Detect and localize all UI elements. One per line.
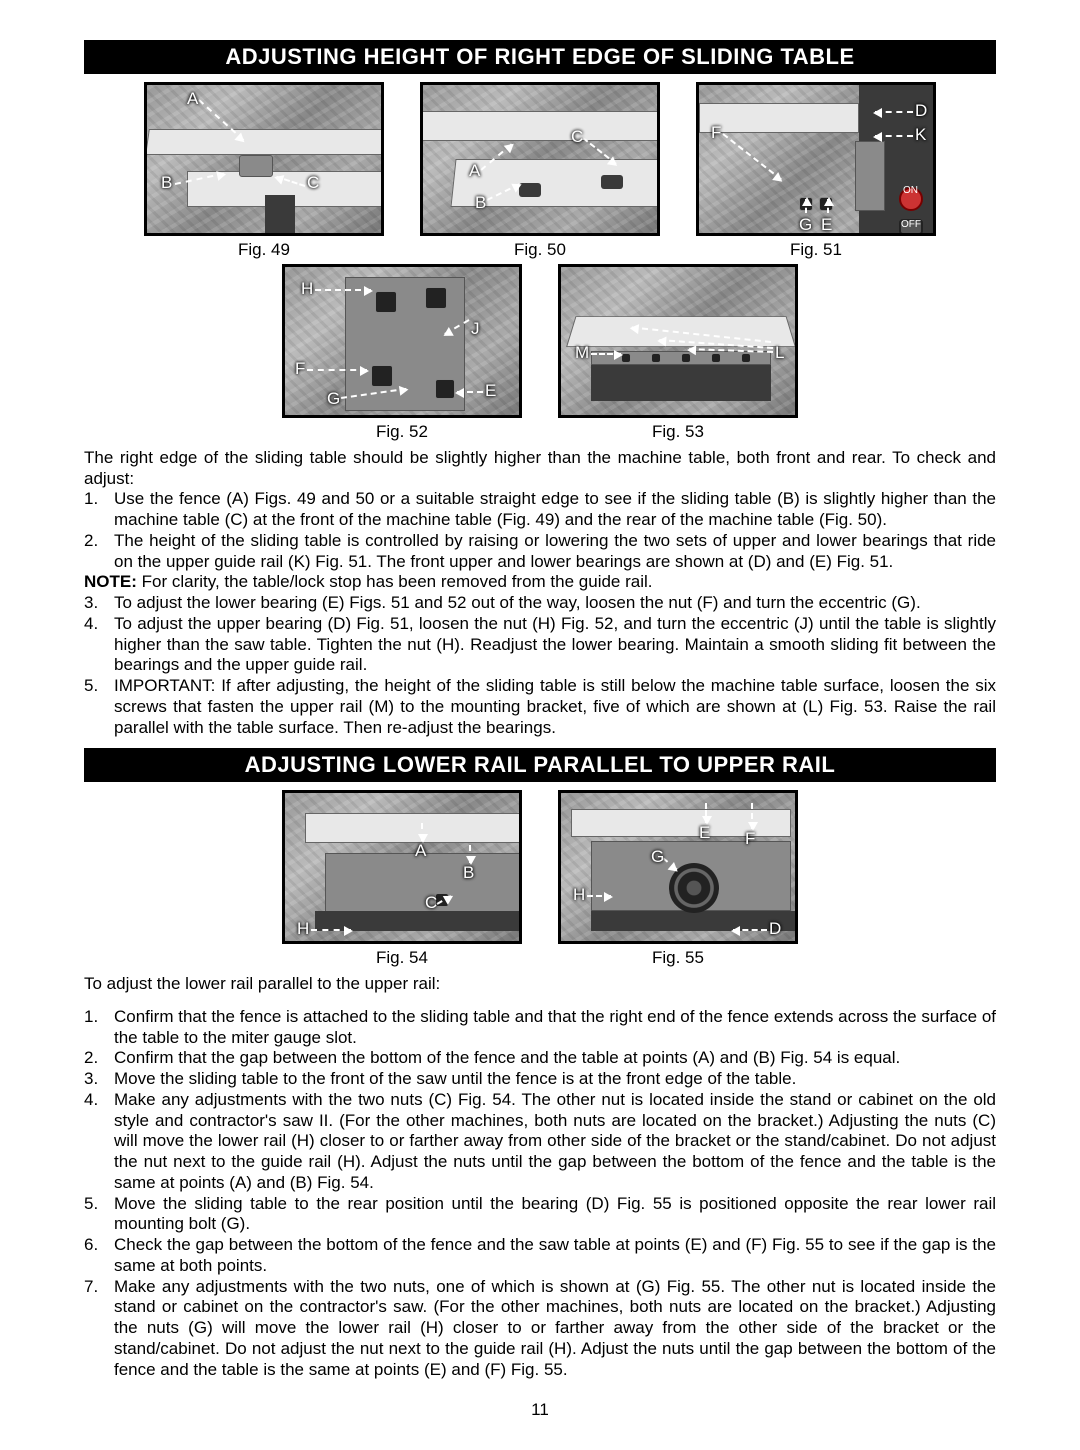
section1-step4: To adjust the upper bearing (D) Fig. 51,… xyxy=(84,614,996,676)
fig50-label-A: A xyxy=(469,161,480,181)
fig52-label-F: F xyxy=(295,359,305,379)
fig49-caption: Fig. 49 xyxy=(238,240,290,260)
fig51-image: ON OFF D K F G E xyxy=(696,82,936,236)
page-number: 11 xyxy=(84,1400,996,1420)
fig51-caption: Fig. 51 xyxy=(790,240,842,260)
fig52-image: H J F G E xyxy=(282,264,522,418)
fig54-label-B: B xyxy=(463,863,474,883)
fig49-label-A: A xyxy=(187,89,198,109)
figure-row-2: H J F G E Fig. 52 M L xyxy=(84,264,996,442)
fig53-label-L: L xyxy=(775,343,784,363)
fig52-caption: Fig. 52 xyxy=(376,422,428,442)
fig55-label-G: G xyxy=(651,847,664,867)
fig55-label-D: D xyxy=(769,919,781,939)
fig54-label-H: H xyxy=(297,919,309,939)
section1-step3: To adjust the lower bearing (E) Figs. 51… xyxy=(84,593,996,614)
fig49-label-C: C xyxy=(307,173,319,193)
section2-intro: To adjust the lower rail parallel to the… xyxy=(84,974,996,995)
fig50-image: A B C xyxy=(420,82,660,236)
fig55-caption: Fig. 55 xyxy=(652,948,704,968)
section1-steps-b: To adjust the lower bearing (E) Figs. 51… xyxy=(84,593,996,738)
figure-row-3: A B C H Fig. 54 E F G H D Fig xyxy=(84,790,996,968)
fig51-label-F: F xyxy=(711,123,721,143)
fig53-caption: Fig. 53 xyxy=(652,422,704,442)
fig55-label-H: H xyxy=(573,885,585,905)
fig51-label-K: K xyxy=(915,125,926,145)
fig51-label-G: G xyxy=(799,215,812,235)
fig49-image: A B C xyxy=(144,82,384,236)
figure-row-1: A B C Fig. 49 A B C Fig. 50 xyxy=(84,82,996,260)
section2-steps: Confirm that the fence is attached to th… xyxy=(84,1007,996,1380)
section1-step1: Use the fence (A) Figs. 49 and 50 or a s… xyxy=(84,489,996,530)
fig54-block: A B C H Fig. 54 xyxy=(282,790,522,968)
fig53-block: M L Fig. 53 xyxy=(558,264,798,442)
fig52-label-H: H xyxy=(301,279,313,299)
fig51-label-E: E xyxy=(821,215,832,235)
section2-heading: ADJUSTING LOWER RAIL PARALLEL TO UPPER R… xyxy=(84,748,996,782)
fig50-block: A B C Fig. 50 xyxy=(420,82,660,260)
section2-step4: Make any adjustments with the two nuts (… xyxy=(84,1090,996,1194)
fig52-block: H J F G E Fig. 52 xyxy=(282,264,522,442)
fig50-label-B: B xyxy=(475,193,486,213)
fig53-label-M: M xyxy=(575,343,589,363)
fig55-image: E F G H D xyxy=(558,790,798,944)
fig52-label-E: E xyxy=(485,381,496,401)
fig49-block: A B C Fig. 49 xyxy=(144,82,384,260)
section1-step5: IMPORTANT: If after adjusting, the heigh… xyxy=(84,676,996,738)
fig49-label-B: B xyxy=(161,173,172,193)
fig54-image: A B C H xyxy=(282,790,522,944)
fig50-caption: Fig. 50 xyxy=(514,240,566,260)
fig55-block: E F G H D Fig. 55 xyxy=(558,790,798,968)
section1-heading: ADJUSTING HEIGHT OF RIGHT EDGE OF SLIDIN… xyxy=(84,40,996,74)
fig54-label-A: A xyxy=(415,841,426,861)
fig52-label-G: G xyxy=(327,389,340,409)
fig55-label-E: E xyxy=(699,823,710,843)
fig52-label-J: J xyxy=(471,319,480,339)
section1-step2: The height of the sliding table is contr… xyxy=(84,531,996,572)
section2-step5: Move the sliding table to the rear posit… xyxy=(84,1194,996,1235)
section2-step2: Confirm that the gap between the bottom … xyxy=(84,1048,996,1069)
section2-step7: Make any adjustments with the two nuts, … xyxy=(84,1277,996,1381)
section1-intro: The right edge of the sliding table shou… xyxy=(84,448,996,489)
fig55-label-F: F xyxy=(745,829,755,849)
fig54-caption: Fig. 54 xyxy=(376,948,428,968)
fig51-label-D: D xyxy=(915,101,927,121)
section2-step1: Confirm that the fence is attached to th… xyxy=(84,1007,996,1048)
section2-step6: Check the gap between the bottom of the … xyxy=(84,1235,996,1276)
section1-note: NOTE: For clarity, the table/lock stop h… xyxy=(84,572,996,593)
fig53-image: M L xyxy=(558,264,798,418)
section2-step3: Move the sliding table to the front of t… xyxy=(84,1069,996,1090)
fig50-label-C: C xyxy=(571,127,583,147)
section1-steps-a: Use the fence (A) Figs. 49 and 50 or a s… xyxy=(84,489,996,572)
fig54-label-C: C xyxy=(425,893,437,913)
fig51-block: ON OFF D K F G E Fig. 51 xyxy=(696,82,936,260)
